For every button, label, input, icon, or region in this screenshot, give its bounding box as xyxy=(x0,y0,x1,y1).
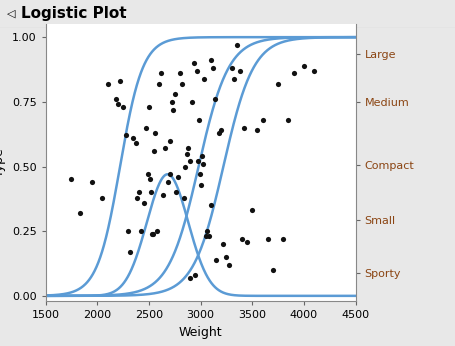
Point xyxy=(169,107,176,112)
Text: ◁: ◁ xyxy=(7,9,15,19)
X-axis label: Weight: Weight xyxy=(178,326,222,339)
Point xyxy=(199,161,206,167)
Point xyxy=(135,190,142,195)
Point xyxy=(193,158,201,164)
Point xyxy=(197,153,205,159)
Point xyxy=(269,267,276,273)
Point xyxy=(230,76,237,81)
Point xyxy=(153,228,161,234)
Point xyxy=(197,182,204,188)
Point xyxy=(146,177,153,182)
Point xyxy=(178,81,185,86)
Point xyxy=(217,128,224,133)
Point xyxy=(155,81,162,86)
Point xyxy=(150,148,157,154)
Point xyxy=(219,242,227,247)
Point xyxy=(163,179,171,185)
Point xyxy=(122,133,130,138)
Point xyxy=(159,192,167,198)
Point xyxy=(147,190,154,195)
Point xyxy=(289,71,297,76)
Point xyxy=(224,262,232,267)
Point xyxy=(112,97,119,102)
Point xyxy=(184,146,192,151)
Point xyxy=(263,236,271,242)
Point xyxy=(243,239,250,244)
Point xyxy=(137,228,144,234)
Point xyxy=(238,236,245,242)
Point xyxy=(172,190,179,195)
Point xyxy=(132,195,140,200)
Point xyxy=(171,91,178,97)
Point xyxy=(300,63,307,69)
Point xyxy=(203,228,210,234)
Point xyxy=(181,164,188,169)
Point xyxy=(183,151,191,156)
Point xyxy=(174,174,181,180)
Point xyxy=(126,249,134,255)
Point xyxy=(88,179,96,185)
Point xyxy=(168,99,175,104)
Point xyxy=(222,254,230,260)
Point xyxy=(192,68,200,74)
Point xyxy=(186,275,193,281)
Point xyxy=(212,257,219,262)
Point xyxy=(149,231,157,237)
Point xyxy=(162,146,169,151)
Point xyxy=(99,195,106,200)
Point xyxy=(228,65,235,71)
Point xyxy=(211,97,218,102)
Point xyxy=(233,42,240,48)
Point xyxy=(76,210,83,216)
Point xyxy=(166,138,173,143)
Point xyxy=(176,71,183,76)
Point xyxy=(310,68,317,74)
Point xyxy=(166,172,173,177)
Point xyxy=(284,117,292,123)
Point xyxy=(279,236,286,242)
Point xyxy=(186,158,193,164)
Point xyxy=(148,231,155,237)
Point xyxy=(194,117,202,123)
Point xyxy=(180,195,187,200)
Point xyxy=(114,102,121,107)
Point xyxy=(240,125,247,130)
Point xyxy=(258,117,266,123)
Point xyxy=(188,99,196,104)
Point xyxy=(116,78,123,84)
Point xyxy=(253,128,261,133)
Point xyxy=(215,130,222,136)
Point xyxy=(274,81,281,86)
Point xyxy=(236,68,243,74)
Point xyxy=(205,234,212,239)
Point xyxy=(209,65,216,71)
Point xyxy=(119,104,126,110)
Point xyxy=(196,172,203,177)
Point xyxy=(157,71,165,76)
Point xyxy=(151,130,158,136)
Point xyxy=(104,81,111,86)
Point xyxy=(131,140,139,146)
Point xyxy=(130,135,137,141)
Point xyxy=(144,172,151,177)
Point xyxy=(192,272,199,278)
Point xyxy=(124,228,131,234)
Point xyxy=(142,125,149,130)
Y-axis label: Type: Type xyxy=(0,148,6,177)
Point xyxy=(200,76,207,81)
Point xyxy=(190,60,197,66)
Point xyxy=(140,200,147,206)
Point xyxy=(145,104,152,110)
Text: Logistic Plot: Logistic Plot xyxy=(20,6,126,21)
Point xyxy=(248,208,255,213)
Point xyxy=(202,234,209,239)
Point xyxy=(207,202,214,208)
Point xyxy=(207,58,214,63)
Point xyxy=(68,177,75,182)
